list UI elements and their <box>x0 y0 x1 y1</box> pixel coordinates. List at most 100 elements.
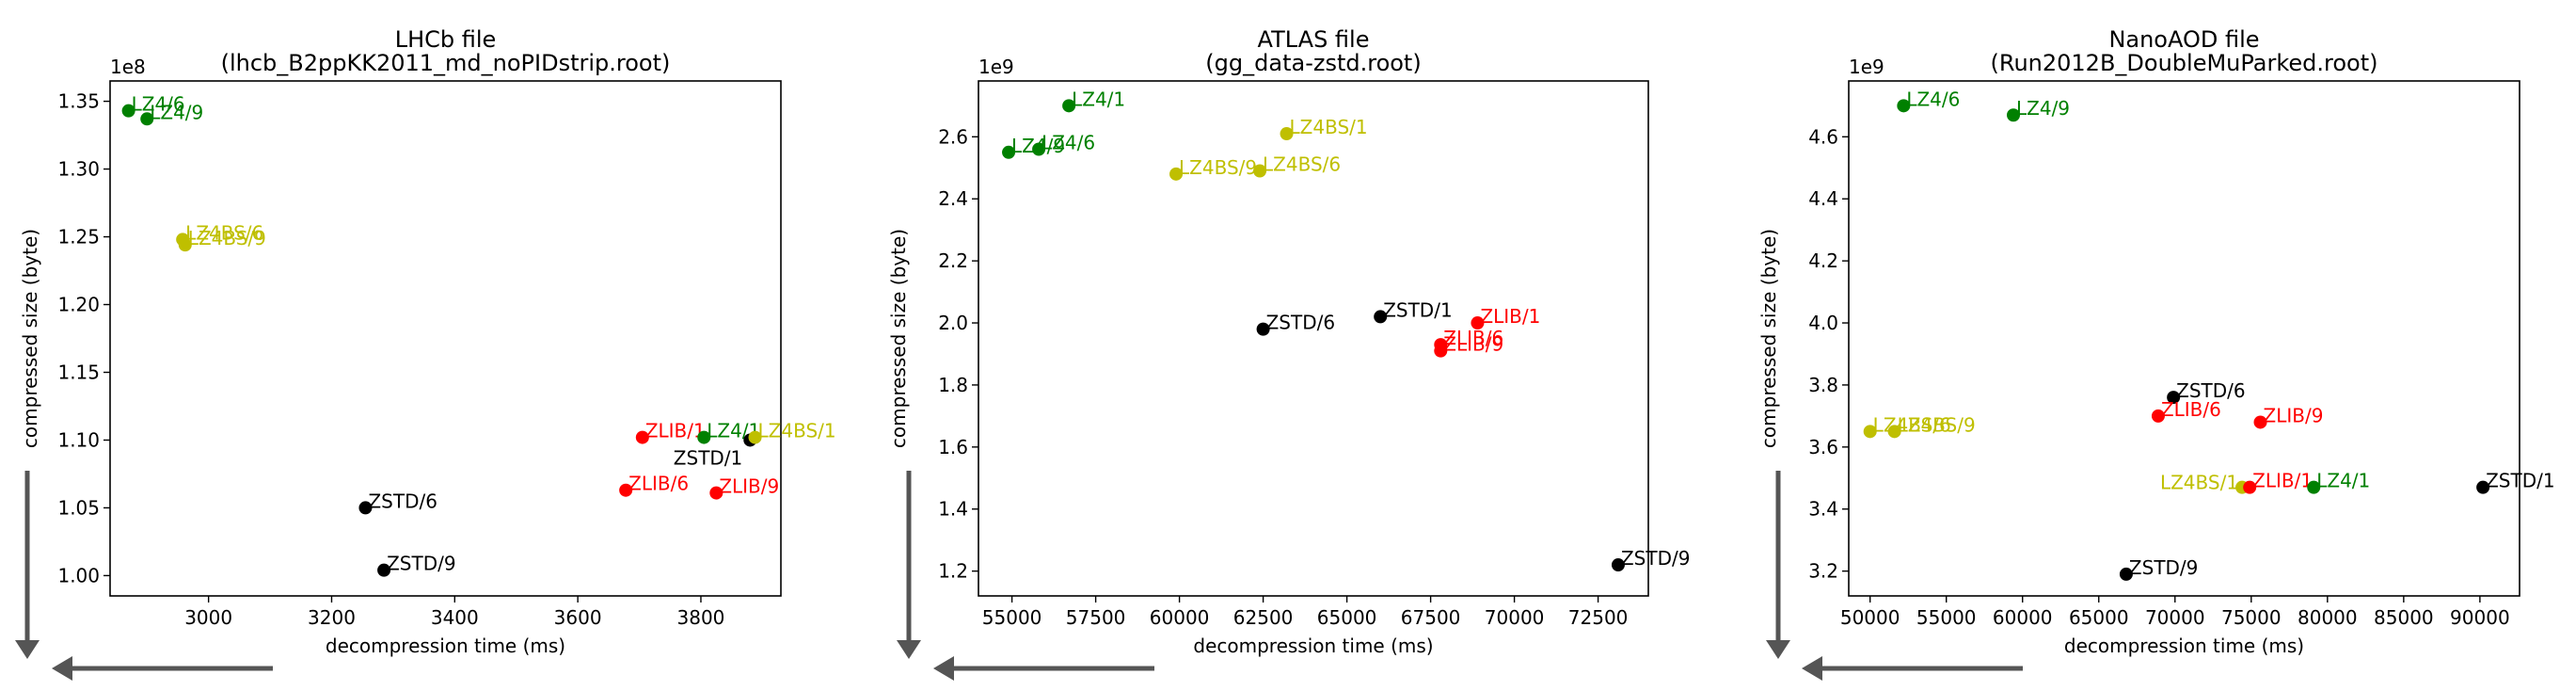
x-tick-label: 72500 <box>1568 606 1629 629</box>
data-point <box>1471 316 1485 330</box>
left-arrow-head-icon <box>52 656 72 681</box>
point-label: LZ4BS/1 <box>1290 116 1368 138</box>
point-label: LZ4BS/6 <box>1873 413 1951 436</box>
point-label: LZ4/6 <box>1906 88 1960 110</box>
plot-area-frame <box>109 80 782 597</box>
y-tick-label: 1.15 <box>57 361 100 383</box>
point-label: LZ4BS/9 <box>1898 413 1976 436</box>
x-tick-label: 3400 <box>431 606 479 629</box>
y-tick-label: 1.25 <box>57 226 100 249</box>
data-point <box>358 501 373 515</box>
point-label: LZ4BS/9 <box>188 227 266 249</box>
point-label: ZSTD/1 <box>1383 298 1452 321</box>
left-arrow-head-icon <box>933 656 954 681</box>
x-tick-label: 55000 <box>982 606 1042 629</box>
chart-2: ATLAS file(gg_data-zstd.root) 55000 57500 6… <box>887 26 1690 681</box>
point-label: ZLIB/1 <box>2252 470 2313 492</box>
y-tick-label: 1.4 <box>938 498 968 521</box>
data-point <box>709 486 724 500</box>
point-label: LZ4/9 <box>150 101 203 123</box>
y-tick-label: 4.0 <box>1808 312 1838 334</box>
chart-title: LHCb file <box>395 26 497 53</box>
x-tick-label: 70000 <box>2145 606 2205 629</box>
x-tick-label: 57500 <box>1066 606 1126 629</box>
y-tick-label: 1.2 <box>938 560 968 583</box>
x-axis-label: decompression time (ms) <box>1193 635 1433 657</box>
down-arrow-head-icon <box>1766 640 1790 659</box>
y-tick-label: 1.00 <box>57 564 100 587</box>
y-tick-label: 1.30 <box>57 158 100 181</box>
x-tick-label: 65000 <box>2069 606 2129 629</box>
y-offset-label: 1e9 <box>978 56 1014 78</box>
y-tick-label: 3.8 <box>1808 374 1838 396</box>
y-tick-label: 1.35 <box>57 90 100 113</box>
data-point <box>140 112 154 126</box>
x-tick-label: 70000 <box>1485 606 1545 629</box>
point-label: LZ4BS/9 <box>1179 156 1257 179</box>
chart-subtitle: (lhcb_B2ppKK2011_md_noPIDstrip.root) <box>221 50 671 76</box>
data-point <box>2151 409 2165 423</box>
y-tick-label: 3.6 <box>1808 436 1838 458</box>
y-offset-label: 1e8 <box>110 56 146 78</box>
point-label: LZ4/6 <box>1042 131 1095 153</box>
data-point <box>1253 164 1267 178</box>
point-label: ZLIB/9 <box>2264 404 2324 426</box>
point-label: ZLIB/1 <box>1480 305 1540 328</box>
x-tick-label: 80000 <box>2298 606 2358 629</box>
chart-title: ATLAS file <box>1258 26 1370 53</box>
data-point <box>377 563 391 577</box>
chart-subtitle: (gg_data-zstd.root) <box>1205 50 1421 76</box>
x-tick-label: 90000 <box>2450 606 2510 629</box>
point-label: LZ4BS/6 <box>1263 153 1341 176</box>
plot-area-frame <box>1848 80 2520 597</box>
data-point <box>635 430 649 444</box>
chart-3: NanoAOD file(Run2012B_DoubleMuParked.roo… <box>1757 26 2555 681</box>
point-label: LZ4BS/6 <box>185 221 263 244</box>
point-label: ZSTD/6 <box>2176 379 2245 402</box>
y-tick-label: 3.4 <box>1808 498 1838 521</box>
y-offset-label: 1e9 <box>1849 56 1884 78</box>
point-label: ZSTD/9 <box>387 553 455 575</box>
point-label: ZSTD/6 <box>1266 312 1335 334</box>
x-tick-label: 60000 <box>1993 606 2053 629</box>
data-point <box>1062 99 1076 113</box>
chart-subtitle: (Run2012B_DoubleMuParked.root) <box>1990 50 2377 76</box>
data-point <box>1280 127 1294 141</box>
down-arrow-head-icon <box>897 640 921 659</box>
data-point <box>1002 145 1016 159</box>
x-tick-label: 65000 <box>1317 606 1377 629</box>
y-tick-label: 1.20 <box>57 294 100 316</box>
point-label: ZSTD/6 <box>368 490 437 512</box>
y-tick-label: 1.05 <box>57 496 100 519</box>
data-point <box>2167 391 2181 405</box>
x-tick-label: 75000 <box>2221 606 2282 629</box>
data-point <box>178 238 192 252</box>
data-point <box>1897 99 1911 113</box>
x-axis-label: decompression time (ms) <box>2064 635 2304 657</box>
down-arrow-head-icon <box>15 640 40 659</box>
y-tick-label: 3.2 <box>1808 560 1838 583</box>
data-point <box>1434 344 1448 358</box>
x-tick-label: 50000 <box>1840 606 1900 629</box>
point-label: ZSTD/9 <box>1621 547 1690 570</box>
y-tick-label: 4.2 <box>1808 249 1838 272</box>
point-label: ZLIB/9 <box>1443 333 1503 356</box>
data-point <box>1032 142 1046 156</box>
x-tick-label: 62500 <box>1233 606 1294 629</box>
data-point <box>1169 167 1184 181</box>
point-label: LZ4BS/1 <box>2160 472 2238 494</box>
data-point <box>2007 108 2021 122</box>
point-label: LZ4/6 <box>132 93 185 116</box>
x-tick-label: 60000 <box>1150 606 1210 629</box>
point-label: ZLIB/9 <box>719 475 779 498</box>
point-label: ZLIB/6 <box>2161 398 2221 421</box>
point-label: LZ4/1 <box>1072 88 1125 110</box>
y-tick-label: 1.10 <box>57 428 100 451</box>
data-point <box>1863 425 1877 439</box>
data-point <box>2253 415 2267 429</box>
data-point <box>1887 425 1901 439</box>
y-tick-label: 4.6 <box>1808 125 1838 148</box>
x-tick-label: 67500 <box>1401 606 1461 629</box>
y-tick-label: 2.6 <box>938 125 968 148</box>
